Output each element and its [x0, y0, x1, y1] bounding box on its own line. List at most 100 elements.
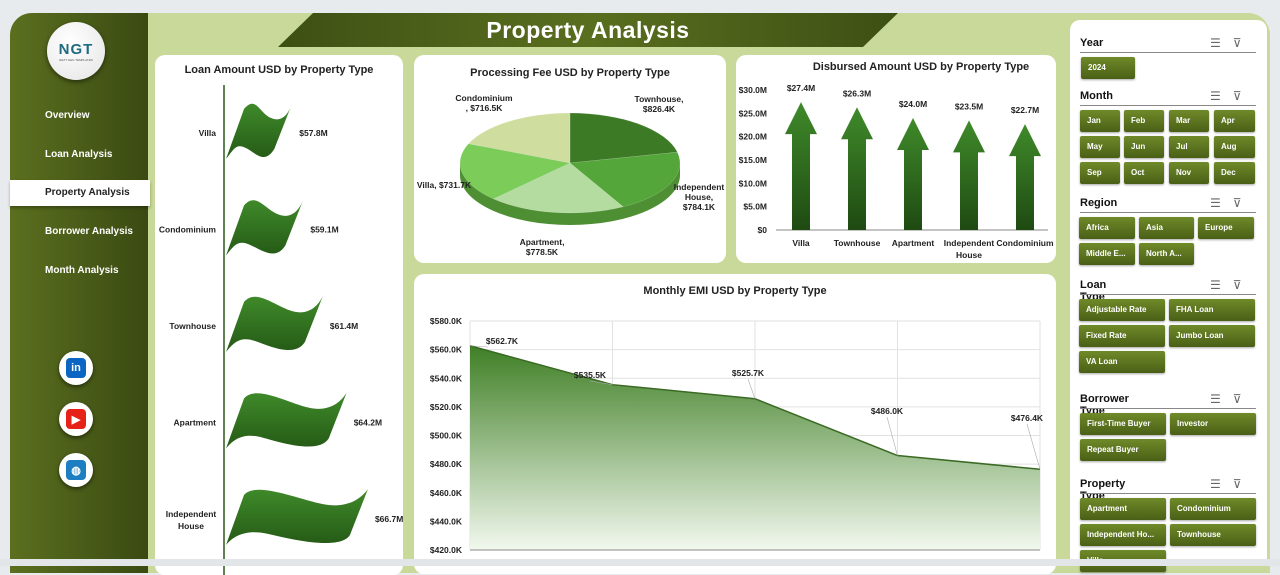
slicer-button-jul[interactable]: Jul — [1169, 136, 1209, 158]
slicer-button-jun[interactable]: Jun — [1124, 136, 1164, 158]
chart-title: Loan Amount USD by Property Type — [184, 64, 374, 76]
slicer-divider — [1080, 294, 1256, 295]
slicer-divider — [1080, 493, 1256, 494]
flag-bar — [226, 103, 293, 159]
slicer-button-dec[interactable]: Dec — [1214, 162, 1255, 184]
slicer-button-jan[interactable]: Jan — [1080, 110, 1120, 132]
category-label: Apartment — [173, 418, 216, 428]
slicer-button-repeat-buyer[interactable]: Repeat Buyer — [1080, 439, 1166, 461]
slicer-button-nov[interactable]: Nov — [1169, 162, 1209, 184]
slicer-button-condominium[interactable]: Condominium — [1170, 498, 1256, 520]
chart-title: Processing Fee USD by Property Type — [470, 67, 670, 79]
nav-item-month-analysis[interactable]: Month Analysis — [45, 265, 119, 276]
data-label: $778.5K — [526, 247, 559, 257]
y-tick-label: $20.0M — [739, 132, 767, 142]
y-tick-label: $25.0M — [739, 108, 767, 118]
arrow-bar — [841, 107, 873, 230]
slicer-title: Region — [1080, 197, 1118, 209]
slicer-icons: ☰⊽ — [1210, 36, 1254, 50]
multi-select-icon[interactable]: ☰ — [1210, 196, 1233, 210]
multi-select-icon[interactable]: ☰ — [1210, 278, 1233, 292]
data-label: $23.5M — [955, 101, 983, 111]
clear-filter-icon[interactable]: ⊽ — [1232, 196, 1254, 210]
y-tick-label: $440.0K — [430, 516, 463, 526]
arrow-bar — [1009, 124, 1041, 230]
slicer-button-middle-e-[interactable]: Middle E... — [1079, 243, 1135, 265]
y-tick-label: $30.0M — [739, 85, 767, 95]
data-label: Condominium — [455, 93, 513, 103]
slicer-button-adjustable-rate[interactable]: Adjustable Rate — [1079, 299, 1165, 321]
slicer-button-first-time-buyer[interactable]: First-Time Buyer — [1080, 413, 1166, 435]
slicer-button-mar[interactable]: Mar — [1169, 110, 1209, 132]
slicer-button-oct[interactable]: Oct — [1124, 162, 1164, 184]
leader-line — [469, 345, 489, 348]
nav-item-borrower-analysis[interactable]: Borrower Analysis — [45, 226, 133, 237]
data-label: Villa, $731.7K — [417, 180, 472, 190]
clear-filter-icon[interactable]: ⊽ — [1232, 477, 1254, 491]
slicer-button-apr[interactable]: Apr — [1214, 110, 1255, 132]
youtube-icon: ▶ — [66, 409, 86, 429]
slicer-button-townhouse[interactable]: Townhouse — [1170, 524, 1256, 546]
multi-select-icon[interactable]: ☰ — [1210, 36, 1233, 50]
slicer-title: Year — [1080, 37, 1104, 49]
pie-slice — [569, 151, 681, 208]
y-tick-label: $420.0K — [430, 545, 463, 555]
data-label: $826.4K — [643, 104, 676, 114]
slicer-button-aug[interactable]: Aug — [1214, 136, 1255, 158]
nav-item-property-analysis[interactable]: Property Analysis — [10, 180, 150, 206]
y-tick-label: $520.0K — [430, 402, 463, 412]
multi-select-icon[interactable]: ☰ — [1210, 89, 1233, 103]
data-label: , $716.5K — [466, 103, 504, 113]
y-tick-label: $15.0M — [739, 155, 767, 165]
multi-select-icon[interactable]: ☰ — [1210, 477, 1233, 491]
nav-item-loan-analysis[interactable]: Loan Analysis — [45, 149, 113, 160]
area-line — [469, 345, 1041, 471]
slicer-icons: ☰⊽ — [1210, 392, 1254, 406]
clear-filter-icon[interactable]: ⊽ — [1232, 278, 1254, 292]
disbursed-amount-chart: Disbursed Amount USD by Property Type $0… — [736, 55, 1056, 263]
category-label: Independent — [166, 509, 217, 519]
leader-line — [747, 378, 756, 399]
clear-filter-icon[interactable]: ⊽ — [1232, 89, 1254, 103]
data-label: $22.7M — [1011, 105, 1039, 115]
clear-filter-icon[interactable]: ⊽ — [1232, 392, 1254, 406]
slicer-button-investor[interactable]: Investor — [1170, 413, 1256, 435]
data-label: $64.2M — [354, 418, 382, 428]
slicer-button-europe[interactable]: Europe — [1198, 217, 1254, 239]
data-label: Apartment, — [520, 237, 565, 247]
y-tick-label: $5.0M — [743, 202, 767, 212]
horizontal-scrollbar[interactable] — [0, 559, 1280, 566]
slicer-button-jumbo-loan[interactable]: Jumbo Loan — [1169, 325, 1255, 347]
y-tick-label: $460.0K — [430, 488, 463, 498]
clear-filter-icon[interactable]: ⊽ — [1232, 36, 1254, 50]
pie-slice — [459, 143, 571, 200]
slicer-button-apartment[interactable]: Apartment — [1080, 498, 1166, 520]
data-label: Townhouse, — [635, 94, 684, 104]
slicer-button-va-loan[interactable]: VA Loan — [1079, 351, 1165, 373]
data-label: $27.4M — [787, 83, 815, 93]
loan-amount-chart: Loan Amount USD by Property Type Villa $5… — [155, 55, 403, 575]
category-label: Condominium — [996, 238, 1054, 248]
slicer-button-2024[interactable]: 2024 — [1081, 57, 1135, 79]
slicer-button-asia[interactable]: Asia — [1139, 217, 1194, 239]
multi-select-icon[interactable]: ☰ — [1210, 392, 1233, 406]
pie-slice — [468, 112, 571, 164]
slicer-button-may[interactable]: May — [1080, 136, 1120, 158]
slicer-button-north-a-[interactable]: North A... — [1139, 243, 1194, 265]
slicer-button-fixed-rate[interactable]: Fixed Rate — [1079, 325, 1165, 347]
chart-title: Disbursed Amount USD by Property Type — [812, 61, 1030, 73]
page-title: Property Analysis — [278, 13, 898, 47]
slicer-button-sep[interactable]: Sep — [1080, 162, 1120, 184]
slicer-button-africa[interactable]: Africa — [1079, 217, 1135, 239]
slicer-icons: ☰⊽ — [1210, 196, 1254, 210]
slicer-button-feb[interactable]: Feb — [1124, 110, 1164, 132]
y-tick-label: $10.0M — [739, 178, 767, 188]
linkedin-button[interactable]: in — [59, 351, 93, 385]
globe-button[interactable]: ◍ — [59, 453, 93, 487]
slicer-button-fha-loan[interactable]: FHA Loan — [1169, 299, 1255, 321]
flag-bar — [226, 199, 304, 256]
slicer-button-independent-ho-[interactable]: Independent Ho... — [1080, 524, 1166, 546]
youtube-button[interactable]: ▶ — [59, 402, 93, 436]
nav-item-overview[interactable]: Overview — [45, 110, 90, 121]
y-tick-label: $540.0K — [430, 373, 463, 383]
